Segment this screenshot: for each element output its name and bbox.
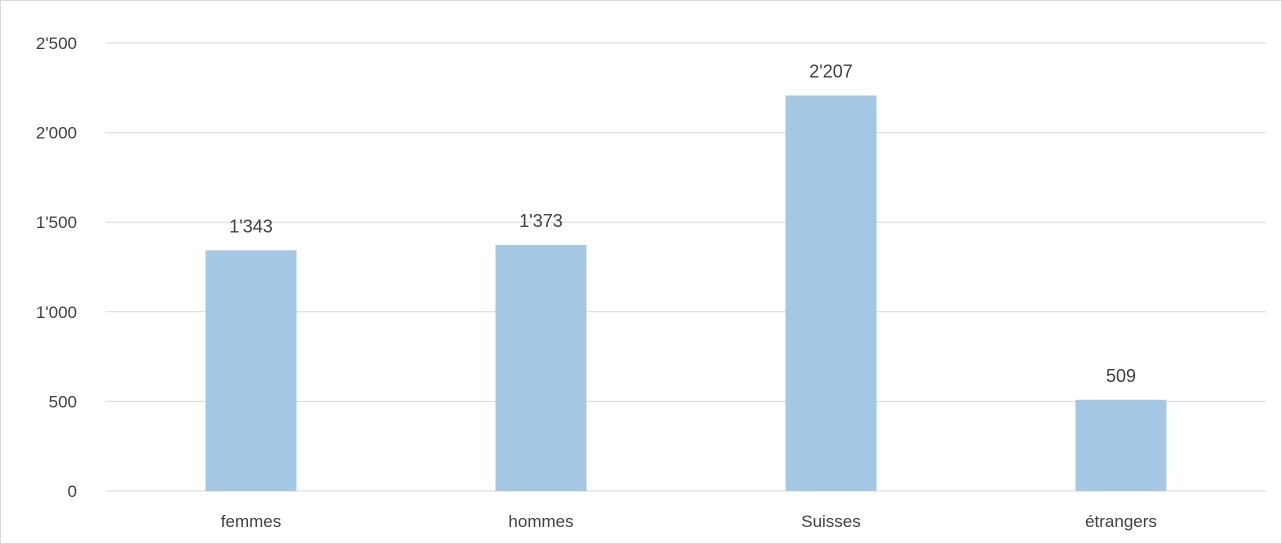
data-labels: 1'343 1'373 2'207 509 [229, 62, 1136, 386]
bar-Suisses [785, 95, 877, 491]
y-tick-label: 2'000 [36, 124, 77, 143]
x-tick-label: Suisses [801, 512, 861, 531]
bars [205, 95, 1167, 491]
y-tick-label: 1'500 [36, 213, 77, 232]
x-axis-tick-labels: femmes hommes Suisses étrangers [221, 512, 1157, 531]
x-tick-label: hommes [508, 512, 573, 531]
y-axis-tick-labels: 0 500 1'000 1'500 2'000 2'500 [36, 34, 77, 501]
bar-femmes [205, 250, 297, 491]
bar-hommes [495, 244, 587, 491]
gridlines [106, 42, 1266, 492]
data-label: 509 [1106, 366, 1136, 386]
y-tick-label: 500 [49, 392, 77, 411]
data-label: 1'373 [519, 211, 562, 231]
y-tick-label: 2'500 [36, 34, 77, 53]
data-label: 2'207 [809, 62, 852, 82]
data-label: 1'343 [229, 216, 272, 236]
y-tick-label: 1'000 [36, 303, 77, 322]
y-tick-label: 0 [68, 482, 77, 501]
x-tick-label: femmes [221, 512, 281, 531]
bar-étrangers [1075, 399, 1167, 491]
x-tick-label: étrangers [1085, 512, 1157, 531]
